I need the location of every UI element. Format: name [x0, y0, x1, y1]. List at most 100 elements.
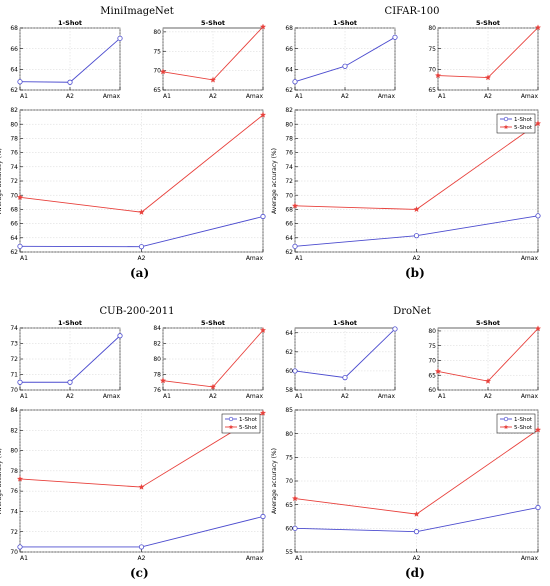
- panel-a-main-ytick-label: 64: [10, 235, 18, 242]
- panel-a-small-1shot-title: 1-Shot: [58, 19, 82, 27]
- panel-a-main-ytick-label: 78: [10, 136, 18, 143]
- panel-c-small-1shot-point: [17, 379, 23, 385]
- panel-b-main-ytick-label: 78: [285, 136, 293, 143]
- panel-c-main-point: [138, 544, 145, 550]
- panel-b-dataset-title: CIFAR-100: [385, 6, 440, 17]
- panel-c-small-1shot-ytick-label: 70: [10, 387, 18, 394]
- panel-b-main-xtick-label: Amax: [521, 255, 539, 262]
- panel-b-main-legend-marker: [503, 124, 509, 129]
- panel-b-main-ytick-label: 80: [285, 121, 293, 128]
- panel-d-main-legend-marker: [503, 424, 509, 429]
- panel-c-small-5shot-xtick-label: A2: [209, 393, 217, 400]
- panel-b-main-ytick-label: 74: [285, 164, 293, 171]
- panel-a-main-xtick-label: A1: [20, 255, 28, 262]
- panel-b-small-5shot-xtick-label: Amax: [521, 93, 539, 100]
- panel-d-dataset-title: DroNet: [393, 306, 431, 317]
- panel-c-small-1shot-xtick-label: A1: [20, 393, 28, 400]
- panel-c-small-5shot-point: [259, 327, 267, 333]
- panel-b-main-point: [535, 213, 541, 219]
- panel-c-main-ytick-label: 70: [10, 549, 18, 556]
- panel-a-main-xtick-label: Amax: [246, 255, 264, 262]
- panel-a-small-1shot-xtick-label: A2: [66, 93, 74, 100]
- panel-d-small-1shot-point: [292, 368, 298, 374]
- panel-a-main-ytick-label: 82: [10, 107, 18, 114]
- panel-c-main-point: [259, 409, 267, 416]
- panel-b-main-xtick-label: A2: [413, 255, 421, 262]
- panel-d-main-axes: 55 60 65 70 75 80 85 A1 A2 Amax Average accuracy (…: [271, 407, 542, 562]
- panel-c-main-legend-label: 1-Shot: [239, 417, 258, 423]
- panel-b-small-5shot-title: 5-Shot: [476, 19, 500, 27]
- panel-c-main-ytick-label: 80: [10, 448, 18, 455]
- panel-a-main-xtick-label: A2: [138, 255, 146, 262]
- panel-a-dataset-title: MiniImageNet: [100, 6, 173, 17]
- panel-d-small-1shot-xtick-label: A2: [341, 393, 349, 400]
- panel-a-small-1shot-point: [67, 79, 73, 85]
- panel-b-small-1shot-axes: 62 64 66 68 A1 A2 Amax 1-Shot: [285, 19, 398, 100]
- panel-d-small-5shot-ytick-label: 80: [428, 328, 436, 335]
- panel-a-small-1shot-xtick-label: A1: [20, 93, 28, 100]
- panel-d-main-xtick-label: A2: [413, 555, 421, 562]
- panel-c-small-5shot-ytick-label: 80: [153, 356, 161, 363]
- panel-c-small-5shot-title: 5-Shot: [201, 319, 225, 327]
- panel-a-main-ytick-label: 70: [10, 192, 18, 199]
- panel-a-small-5shot-xtick-label: A1: [163, 93, 171, 100]
- panel-d-main-legend-label: 5-Shot: [514, 425, 533, 431]
- panel-b-small-1shot-ytick-label: 64: [285, 66, 293, 73]
- panel-label-a: (a): [130, 266, 150, 280]
- panel-d-small-1shot-axes: 58 60 62 64 A1 A2 Amax 1-Shot: [285, 319, 398, 400]
- panel-b-main-ytick-label: 76: [285, 150, 293, 157]
- panel-c-main-ytick-label: 84: [10, 407, 18, 414]
- panel-d-main-ytick-label: 80: [285, 431, 293, 438]
- panel-b-small-5shot-point: [484, 74, 492, 81]
- panel-c-main-ytick-label: 82: [10, 427, 18, 434]
- panel-d-main-point: [534, 426, 542, 433]
- panel-d-small-1shot-ytick-label: 64: [285, 330, 293, 337]
- panel-b-small-1shot-xtick-label: A2: [341, 93, 349, 100]
- panel-d-small-1shot-ytick-label: 60: [285, 368, 293, 375]
- panel-a-main-ytick-label: 66: [10, 221, 18, 228]
- panel-d-small-1shot-ytick-label: 58: [285, 387, 293, 394]
- panel-a-small-1shot-ytick-label: 64: [10, 66, 18, 73]
- panel-d-small-1shot-title: 1-Shot: [333, 319, 357, 327]
- panel-c-small-5shot-ytick-label: 84: [153, 325, 161, 332]
- panel-a-main-point: [260, 213, 266, 220]
- panel-a-small-1shot-axes: 62 64 66 68 A1 A2 Amax 1-Shot: [10, 19, 123, 100]
- panel-a-small-5shot-ytick-label: 80: [153, 29, 161, 36]
- panel-c-small-1shot-point: [117, 333, 123, 339]
- panel-c-main-legend-label: 5-Shot: [239, 425, 258, 431]
- panel-d-small-5shot-point: [484, 377, 492, 384]
- panel-d-main-xtick-label: Amax: [521, 555, 539, 562]
- panel-a-small-5shot-ytick-label: 65: [153, 87, 161, 94]
- panel-a-main-axes: 62 64 66 68 70 72 74 76 78 80 82 A1 A2 Amax Average ac…: [0, 107, 267, 262]
- panel-b-main-legend-label: 5-Shot: [514, 125, 533, 131]
- panel-a-small-5shot-xtick-label: A2: [209, 93, 217, 100]
- panel-c-small-1shot-axes: 70 71 72 73 74 A1 A2 Amax 1-Shot: [10, 319, 123, 400]
- panel-a-main-point: [138, 209, 145, 215]
- panel-a-small-5shot-point: [209, 76, 217, 83]
- panel-b-small-1shot-xtick-label: Amax: [378, 93, 396, 100]
- panel-a-main-ytick-label: 74: [10, 164, 18, 171]
- panel-b-main-ylabel: Average accuracy (%): [271, 148, 278, 214]
- panel-b-main-ytick-label: 66: [285, 221, 293, 228]
- panel-b-small-1shot-ytick-label: 68: [285, 25, 293, 32]
- panel-b-main-point: [534, 120, 542, 127]
- panel-c-small-5shot-point: [209, 383, 217, 390]
- panel-b-small-5shot-ytick-label: 70: [428, 66, 436, 73]
- panel-c-main-ytick-label: 72: [10, 529, 18, 536]
- panel-d-small-5shot-xtick-label: A1: [438, 393, 446, 400]
- panel-d-main-ytick-label: 75: [285, 454, 293, 461]
- panel-d-small-5shot-xtick-label: A2: [484, 393, 492, 400]
- panel-b-small-5shot-point: [434, 72, 442, 79]
- panel-c-dataset-title: CUB-200-2011: [100, 306, 175, 317]
- panel-d-main-point: [535, 504, 541, 511]
- panel-c-main-point: [138, 483, 145, 490]
- panel-d-small-1shot-point: [392, 326, 398, 332]
- panel-c-small-1shot-ytick-label: 72: [10, 356, 18, 363]
- panel-b-main-ytick-label: 82: [285, 107, 293, 114]
- panel-c-small-1shot-xtick-label: Amax: [103, 393, 121, 400]
- panel-a-small-5shot-title: 5-Shot: [201, 19, 225, 27]
- panel-d-small-1shot-ytick-label: 62: [285, 349, 293, 356]
- panel-c-small-1shot-ytick-label: 71: [10, 372, 18, 379]
- panel-a-small-1shot-ytick-label: 62: [10, 87, 18, 94]
